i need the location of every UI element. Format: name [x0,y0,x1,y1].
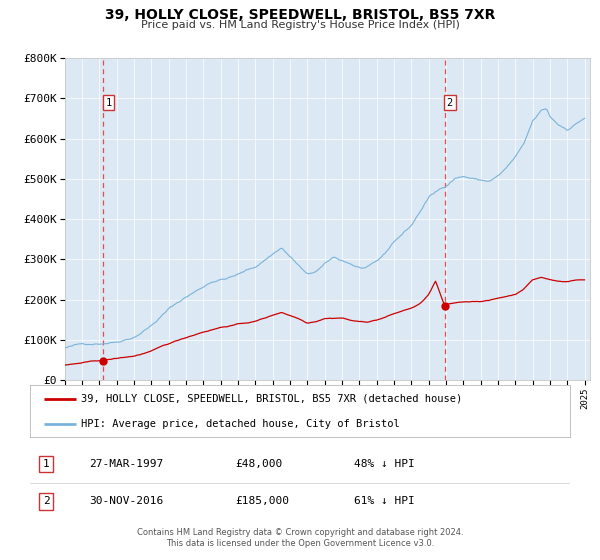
Text: 39, HOLLY CLOSE, SPEEDWELL, BRISTOL, BS5 7XR: 39, HOLLY CLOSE, SPEEDWELL, BRISTOL, BS5… [105,8,495,22]
Text: £185,000: £185,000 [235,497,289,506]
Text: 27-MAR-1997: 27-MAR-1997 [89,459,164,469]
Text: 61% ↓ HPI: 61% ↓ HPI [354,497,415,506]
Text: 48% ↓ HPI: 48% ↓ HPI [354,459,415,469]
Text: 1: 1 [106,97,112,108]
Text: 30-NOV-2016: 30-NOV-2016 [89,497,164,506]
Text: Contains HM Land Registry data © Crown copyright and database right 2024.: Contains HM Land Registry data © Crown c… [137,528,463,536]
Text: This data is licensed under the Open Government Licence v3.0.: This data is licensed under the Open Gov… [166,539,434,548]
Text: 2: 2 [43,497,50,506]
Text: Price paid vs. HM Land Registry's House Price Index (HPI): Price paid vs. HM Land Registry's House … [140,20,460,30]
Text: £48,000: £48,000 [235,459,283,469]
Text: 39, HOLLY CLOSE, SPEEDWELL, BRISTOL, BS5 7XR (detached house): 39, HOLLY CLOSE, SPEEDWELL, BRISTOL, BS5… [82,394,463,404]
Text: 2: 2 [446,97,453,108]
Text: HPI: Average price, detached house, City of Bristol: HPI: Average price, detached house, City… [82,419,400,430]
Text: 1: 1 [43,459,50,469]
